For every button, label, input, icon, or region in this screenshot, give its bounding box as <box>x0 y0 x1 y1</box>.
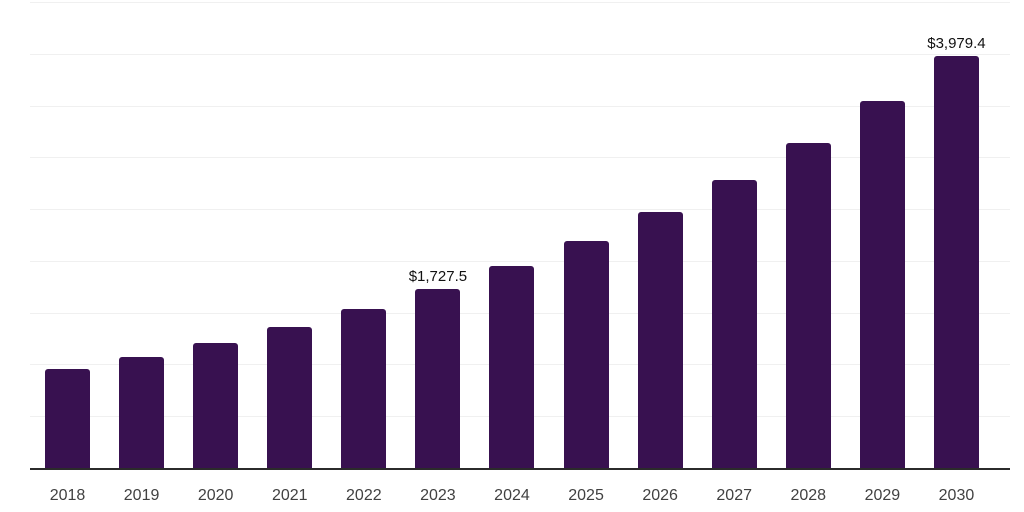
x-tick-2025: 2025 <box>568 487 604 504</box>
plot-area: $1,727.5 $3,979.4 <box>30 2 1010 470</box>
bar-2018[interactable] <box>45 369 90 468</box>
bar-2027[interactable] <box>711 179 757 468</box>
x-axis-labels: 2018 2019 2020 2021 2022 2023 2024 2025 2026 2027… <box>45 487 979 505</box>
x-tick-2019: 2019 <box>123 487 160 504</box>
bar-2021[interactable] <box>267 326 313 468</box>
bar-2022[interactable] <box>341 309 387 468</box>
bar-2019[interactable] <box>119 356 165 468</box>
bar-value-label-2023: $1,727.5 <box>408 268 468 286</box>
x-tick-2026: 2026 <box>642 487 678 504</box>
gridline-4500 <box>30 2 1010 3</box>
bar-2020[interactable] <box>193 342 239 468</box>
gridline-3500 <box>30 105 1010 107</box>
gridline-4000 <box>30 53 1010 55</box>
bar-2028[interactable] <box>785 142 831 468</box>
x-tick-2023: 2023 <box>420 487 456 504</box>
x-tick-2021: 2021 <box>271 487 308 504</box>
bar-value-label-2030: $3,979.4 <box>927 34 986 52</box>
x-tick-2020: 2020 <box>197 487 234 504</box>
gridline-2000 <box>30 260 1010 262</box>
x-tick-2029: 2029 <box>864 487 901 504</box>
x-tick-2024: 2024 <box>494 487 530 504</box>
bar-2025[interactable] <box>563 240 609 468</box>
bar-2024[interactable] <box>489 266 535 468</box>
bars-row: $1,727.5 $3,979.4 <box>45 2 986 468</box>
x-tick-2027: 2027 <box>716 487 752 504</box>
x-tick-2028: 2028 <box>790 487 827 504</box>
bar-2023[interactable]: $1,727.5 <box>409 269 467 468</box>
bar-2030[interactable]: $3,979.4 <box>927 36 986 468</box>
gridline-3000 <box>30 157 1010 159</box>
x-tick-2022: 2022 <box>346 487 382 504</box>
bar-2029[interactable] <box>859 101 905 468</box>
gridline-2500 <box>30 209 1010 211</box>
bar-2026[interactable] <box>637 212 683 468</box>
x-tick-2018: 2018 <box>49 487 86 504</box>
x-tick-2030: 2030 <box>938 487 975 504</box>
